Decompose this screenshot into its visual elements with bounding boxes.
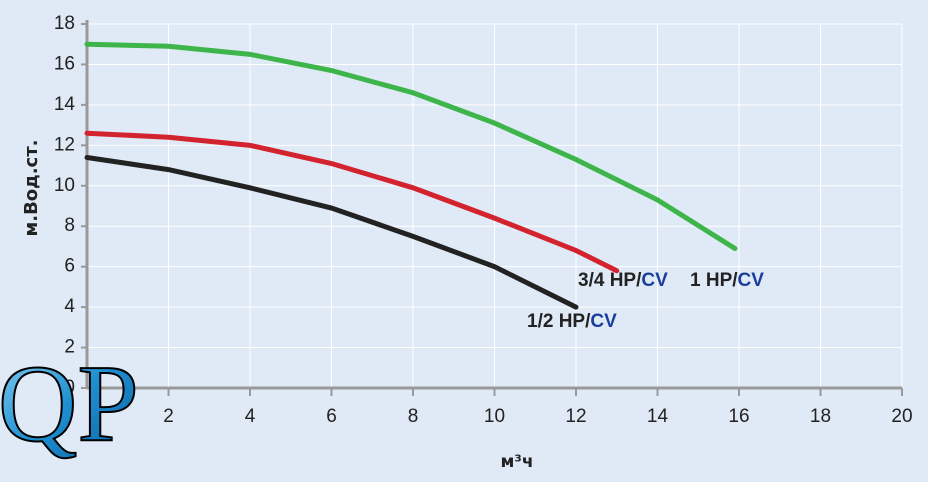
curve	[84, 154, 579, 310]
y-tick-label: 18	[54, 13, 75, 34]
curve-label-text: 3/4 HP/	[578, 270, 642, 291]
x-tick-label: 4	[245, 406, 256, 427]
x-tick-label: 12	[565, 406, 586, 427]
curve-label: 3/4 HP/CV	[578, 270, 668, 291]
x-tick-label: 2	[163, 406, 174, 427]
y-tick-label: 10	[54, 175, 75, 196]
curve-label: 1 HP/CV	[690, 270, 764, 291]
y-tick-label: 0	[64, 377, 75, 398]
y-axis-label: м.Вод.ст.	[21, 140, 42, 237]
x-tick-label: 14	[647, 406, 669, 427]
x-tick-label: 20	[891, 406, 912, 427]
curve	[84, 41, 738, 251]
x-tick-label: 18	[810, 406, 831, 427]
x-tick-label: 10	[484, 406, 505, 427]
y-tick-label: 4	[64, 296, 75, 317]
y-tick-label: 8	[64, 215, 75, 236]
y-tick-label: 16	[54, 53, 75, 74]
curve-label-text: 1 HP/	[690, 270, 738, 291]
curve-label-unit: CV	[641, 270, 668, 291]
curve-label-unit: CV	[738, 270, 765, 291]
curve-label-text: 1/2 HP/	[527, 311, 591, 332]
y-tick-label: 12	[54, 134, 75, 155]
y-tick-label: 2	[64, 337, 75, 358]
x-tick-label: 16	[728, 406, 749, 427]
curve-label-unit: CV	[590, 311, 617, 332]
x-axis-label: м³ч	[500, 452, 533, 472]
curve-label: 1/2 HP/CV	[527, 311, 617, 332]
y-tick-label: 6	[64, 256, 75, 277]
curve	[84, 130, 620, 274]
x-tick-label: 8	[408, 406, 419, 427]
y-tick-label: 14	[54, 94, 76, 115]
x-tick-label: 6	[326, 406, 337, 427]
logo: QP	[0, 342, 139, 464]
